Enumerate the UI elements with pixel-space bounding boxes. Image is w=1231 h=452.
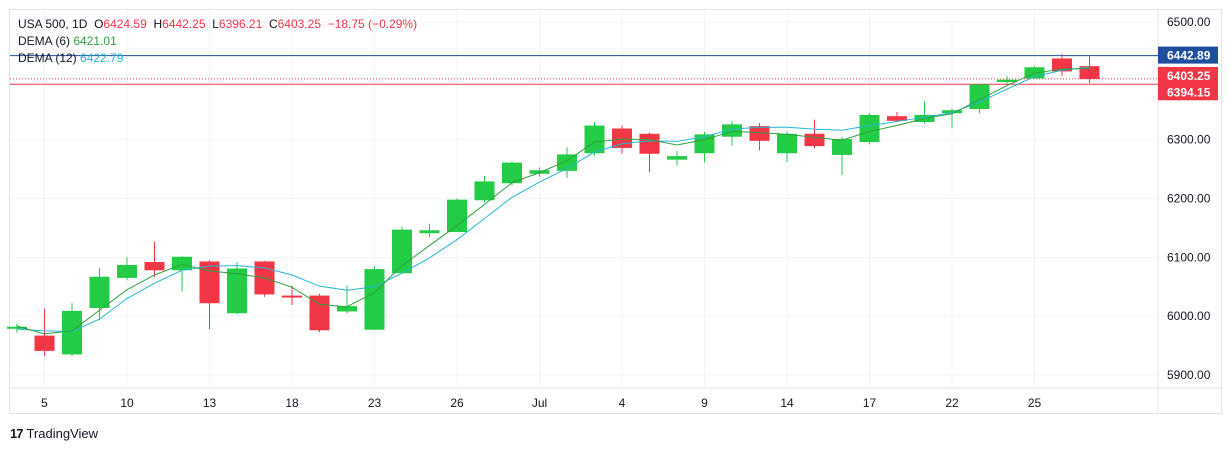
- close-label: C: [268, 17, 278, 31]
- x-tick-label: Jul: [532, 396, 547, 410]
- x-tick-label: 22: [945, 396, 959, 410]
- x-tick-label: 26: [450, 396, 464, 410]
- price-tag-label: 6442.89: [1167, 49, 1211, 63]
- dema6-line[interactable]: [16, 67, 1090, 335]
- y-tick-label: 6100.00: [1167, 250, 1211, 264]
- high-label: H: [153, 17, 163, 31]
- close-value: 6403.25: [277, 17, 322, 31]
- candle-body[interactable]: [887, 116, 907, 121]
- x-tick-label: 23: [368, 396, 382, 410]
- x-tick-label: 14: [780, 396, 794, 410]
- dema12-value: 6422.79: [80, 51, 124, 65]
- x-tick-label: 4: [619, 396, 626, 410]
- low-label: L: [212, 17, 219, 31]
- candle-body[interactable]: [722, 124, 742, 137]
- price-tag-label: 6403.25: [1167, 69, 1211, 83]
- candle-body[interactable]: [502, 162, 522, 184]
- candle-body[interactable]: [969, 84, 990, 110]
- chart-frame: [9, 9, 1222, 414]
- dema6-label: DEMA (6): [18, 34, 71, 48]
- candle-body[interactable]: [419, 230, 440, 234]
- x-tick-label: 25: [1028, 396, 1042, 410]
- candle-body[interactable]: [1079, 66, 1100, 80]
- candle-body[interactable]: [777, 133, 797, 154]
- candle-body[interactable]: [584, 125, 605, 154]
- open-value: 6424.59: [103, 17, 147, 31]
- x-tick-label: 13: [203, 396, 217, 410]
- price-tag-label: 6394.15: [1167, 85, 1211, 99]
- x-tick-label: 5: [41, 396, 48, 410]
- candle-body[interactable]: [1052, 58, 1072, 72]
- candle-body[interactable]: [749, 126, 770, 141]
- candle-body[interactable]: [364, 269, 385, 330]
- y-tick-label: 5900.00: [1167, 368, 1211, 382]
- interval[interactable]: 1D: [72, 17, 88, 31]
- x-tick-label: 17: [863, 396, 877, 410]
- candle-body[interactable]: [832, 139, 852, 155]
- candle-body[interactable]: [639, 133, 660, 154]
- candle-body[interactable]: [34, 335, 55, 351]
- x-tick-label: 18: [285, 396, 299, 410]
- candle-body[interactable]: [804, 133, 825, 147]
- dema12-label: DEMA (12): [18, 51, 77, 65]
- open-label: O: [94, 17, 104, 31]
- candle-body[interactable]: [694, 134, 715, 154]
- dema6-value: 6421.01: [73, 34, 117, 48]
- candle-body[interactable]: [859, 114, 880, 143]
- y-tick-label: 6500.00: [1167, 15, 1211, 29]
- candle-body[interactable]: [447, 199, 467, 233]
- high-value: 6442.25: [162, 17, 206, 31]
- brand-name[interactable]: TradingView: [26, 426, 99, 441]
- candle-body[interactable]: [997, 79, 1017, 83]
- candle-body[interactable]: [474, 181, 495, 201]
- footer: 17 TradingView: [10, 426, 98, 441]
- candle-body[interactable]: [117, 264, 137, 278]
- price-tag-box: [1158, 66, 1218, 84]
- candle-body[interactable]: [282, 295, 302, 298]
- chart-legend: USA 500, 1D O6424.59 H6442.25 L6396.21 C…: [18, 16, 417, 67]
- ohlc-row: USA 500, 1D O6424.59 H6442.25 L6396.21 C…: [18, 17, 418, 31]
- symbol-name[interactable]: USA 500: [18, 17, 66, 31]
- dema12-row[interactable]: DEMA (12) 6422.79: [18, 50, 417, 67]
- price-tag-box: [1158, 46, 1218, 64]
- candle-body[interactable]: [337, 306, 357, 312]
- x-tick-label: 10: [120, 396, 134, 410]
- candle-body[interactable]: [612, 128, 632, 148]
- x-tick-label: 9: [701, 396, 708, 410]
- candle-body[interactable]: [227, 268, 247, 314]
- dema6-row[interactable]: DEMA (6) 6421.01: [18, 33, 417, 50]
- y-tick-label: 6200.00: [1167, 192, 1211, 206]
- candle-body[interactable]: [309, 295, 330, 331]
- candle-body[interactable]: [144, 262, 165, 271]
- candle-body[interactable]: [557, 154, 577, 171]
- candle-body[interactable]: [172, 256, 192, 271]
- tradingview-logo-icon[interactable]: 17: [10, 426, 24, 441]
- candle-body[interactable]: [392, 229, 412, 274]
- candle-body[interactable]: [667, 156, 687, 160]
- y-tick-label: 6300.00: [1167, 133, 1211, 147]
- change-value: −18.75 (−0.29%): [327, 17, 418, 31]
- dema12-line[interactable]: [16, 66, 1090, 332]
- candle-body[interactable]: [199, 261, 220, 304]
- y-tick-label: 6000.00: [1167, 309, 1211, 323]
- candle-body[interactable]: [7, 326, 27, 329]
- price-tag-box: [1158, 83, 1218, 101]
- candle-body[interactable]: [942, 110, 962, 114]
- candle-body[interactable]: [89, 276, 110, 308]
- candle-body[interactable]: [62, 310, 82, 355]
- low-value: 6396.21: [218, 17, 263, 31]
- candle-body[interactable]: [529, 170, 550, 174]
